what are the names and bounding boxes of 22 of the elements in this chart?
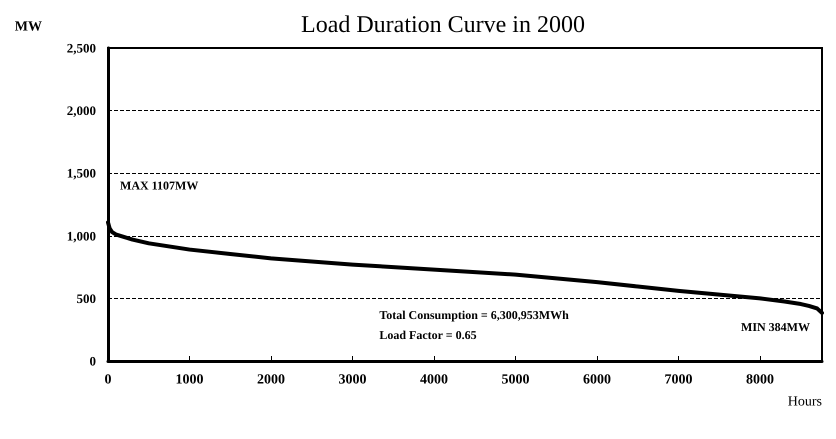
x-tick-label: 8000 (746, 372, 774, 388)
annotation: MIN 384MW (741, 320, 810, 334)
x-tick-label: 3000 (338, 372, 367, 388)
chart-title: Load Duration Curve in 2000 (301, 12, 585, 38)
x-axis-title: Hours (788, 394, 822, 410)
y-tick-label: 0 (90, 354, 96, 368)
y-tick-label: 1,500 (66, 166, 96, 181)
x-tick-label: 2000 (257, 372, 286, 388)
x-tick-label: 1000 (176, 372, 204, 388)
x-tick-label: 7000 (664, 372, 693, 388)
annotation: MAX 1107MW (120, 178, 198, 192)
y-axis-title: MW (14, 20, 42, 34)
y-tick-label: 1,000 (66, 228, 96, 244)
x-tick-label: 5000 (502, 372, 530, 388)
y-tick-label: 2,500 (66, 40, 96, 56)
x-tick-label: 6000 (583, 372, 612, 388)
y-tick-label: 2,000 (66, 103, 96, 118)
x-tick-label: 4000 (420, 372, 448, 388)
annotation: Load Factor = 0.65 (379, 328, 477, 342)
y-tick-label: 500 (76, 290, 96, 306)
annotation: Total Consumption = 6,300,953MWh (379, 308, 570, 322)
x-tick-label: 0 (104, 372, 112, 388)
